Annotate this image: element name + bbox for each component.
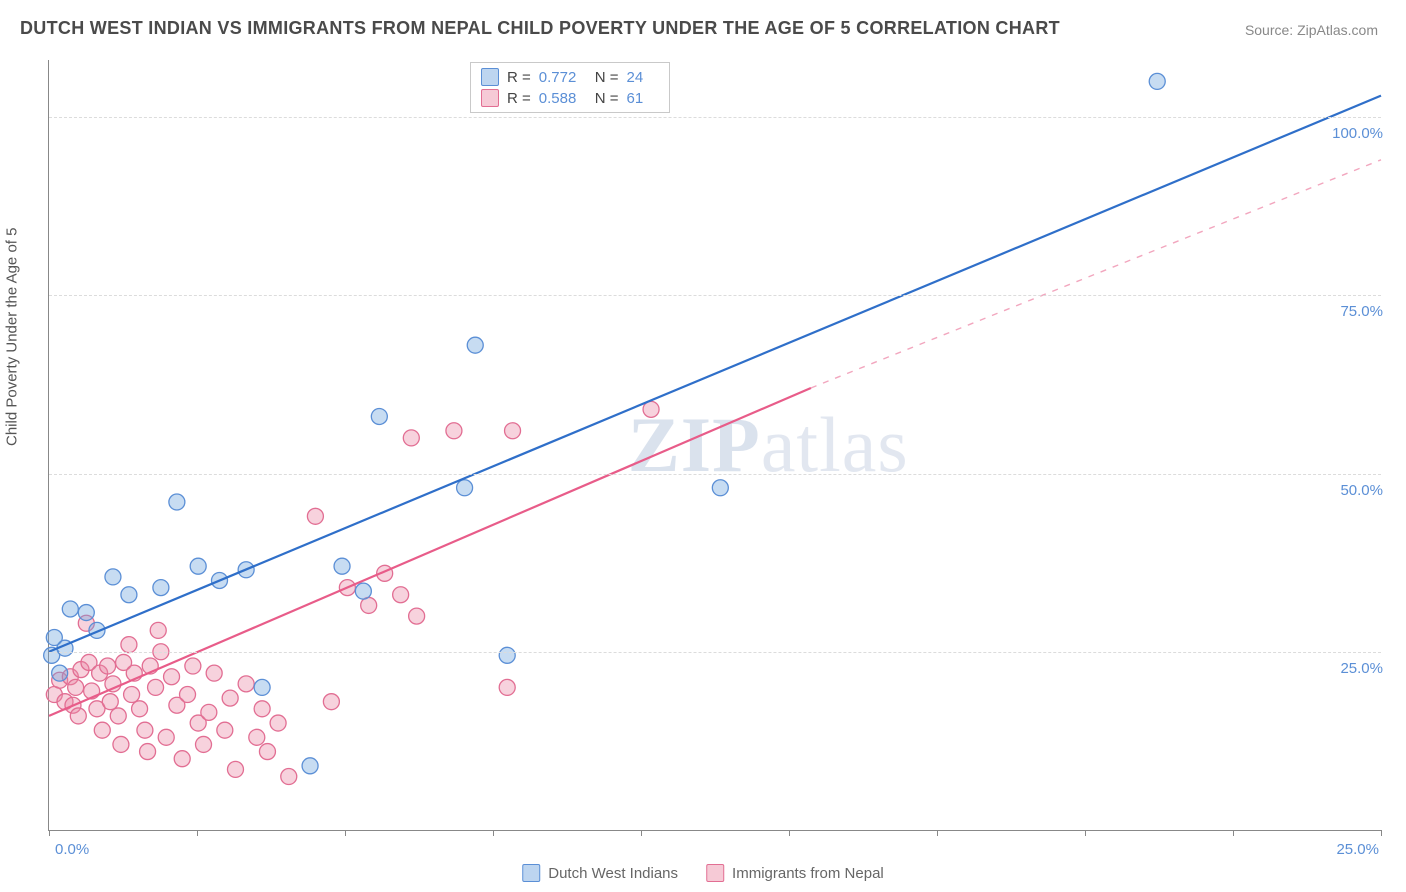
swatch-blue-icon <box>522 864 540 882</box>
x-tick <box>197 830 198 836</box>
stats-row-series2: R = 0.588 N = 61 <box>481 89 655 107</box>
n-value-series2: 61 <box>627 90 655 107</box>
x-tick <box>1233 830 1234 836</box>
source-label: Source: ZipAtlas.com <box>1245 22 1378 38</box>
x-tick <box>1085 830 1086 836</box>
y-tick-label: 75.0% <box>1340 303 1383 320</box>
y-tick-label: 25.0% <box>1340 660 1383 677</box>
x-tick <box>493 830 494 836</box>
y-axis-label: Child Poverty Under the Age of 5 <box>4 228 21 446</box>
r-label: R = <box>507 69 531 86</box>
n-label: N = <box>595 90 619 107</box>
x-tick <box>789 830 790 836</box>
plot-area: ZIPatlas 0.0% 25.0% 25.0%50.0%75.0%100.0… <box>48 60 1381 831</box>
r-value-series2: 0.588 <box>539 90 587 107</box>
x-tick <box>641 830 642 836</box>
n-value-series1: 24 <box>627 69 655 86</box>
x-tick-label-max: 25.0% <box>1336 841 1379 858</box>
correlation-stats-box: R = 0.772 N = 24 R = 0.588 N = 61 <box>470 62 670 113</box>
x-tick <box>1381 830 1382 836</box>
x-tick <box>49 830 50 836</box>
x-tick <box>937 830 938 836</box>
legend-item-series2: Immigrants from Nepal <box>706 864 884 882</box>
r-label: R = <box>507 90 531 107</box>
n-label: N = <box>595 69 619 86</box>
gridline <box>49 117 1381 118</box>
y-tick-label: 50.0% <box>1340 482 1383 499</box>
gridline <box>49 295 1381 296</box>
swatch-blue-icon <box>481 68 499 86</box>
gridline <box>49 474 1381 475</box>
gridline <box>49 652 1381 653</box>
plot-svg <box>49 60 1381 830</box>
legend-label-series1: Dutch West Indians <box>548 865 678 882</box>
x-tick-label-min: 0.0% <box>55 841 89 858</box>
stats-row-series1: R = 0.772 N = 24 <box>481 68 655 86</box>
legend-item-series1: Dutch West Indians <box>522 864 678 882</box>
chart-title: DUTCH WEST INDIAN VS IMMIGRANTS FROM NEP… <box>20 18 1060 39</box>
swatch-pink-icon <box>481 89 499 107</box>
x-tick <box>345 830 346 836</box>
series-legend: Dutch West Indians Immigrants from Nepal <box>522 864 884 882</box>
y-tick-label: 100.0% <box>1332 125 1383 142</box>
swatch-pink-icon <box>706 864 724 882</box>
r-value-series1: 0.772 <box>539 69 587 86</box>
legend-label-series2: Immigrants from Nepal <box>732 865 884 882</box>
